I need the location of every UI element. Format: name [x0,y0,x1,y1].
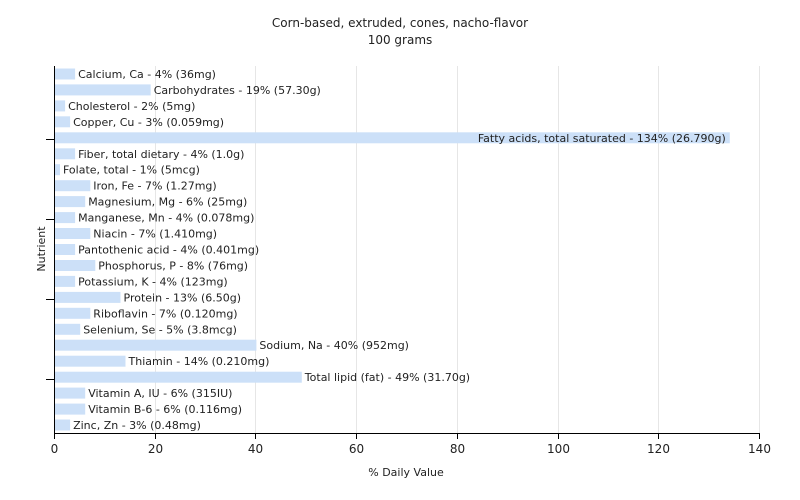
bar [55,403,86,415]
bar [55,180,91,192]
bars-group: Calcium, Ca - 4% (36mg) Carbohydrates - 1… [55,68,730,432]
x-tick-label: 0 [51,442,59,456]
grid-lines [155,66,760,433]
bar-label: Vitamin A, IU - 6% (315IU) [88,387,232,400]
bar [55,244,76,255]
bar-label: Sodium, Na - 40% (952mg) [259,339,409,352]
bar [55,260,96,271]
bar [55,323,81,335]
bar-label: Riboflavin - 7% (0.120mg) [93,307,237,320]
bar-label: Total lipid (fat) - 49% (31.70g) [304,371,470,384]
bar-label: Fatty acids, total saturated - 134% (26.… [478,132,726,145]
bar-label: Copper, Cu - 3% (0.059mg) [73,116,224,129]
bar [55,228,91,239]
bar [55,387,86,399]
axes-group: 0 20 40 60 80 100 120 140 [46,66,771,456]
bar [55,100,66,112]
bar-label: Thiamin - 14% (0.210mg) [128,355,270,368]
chart-subtitle: 100 grams [368,33,433,47]
x-tick-label: 100 [547,442,570,456]
bar-label: Potassium, K - 4% (123mg) [78,275,228,288]
bar-label: Magnesium, Mg - 6% (25mg) [88,196,247,209]
bar-label: Carbohydrates - 19% (57.30g) [154,84,321,97]
bar-label: Manganese, Mn - 4% (0.078mg) [78,212,254,225]
bar [55,419,71,431]
bar [55,116,71,128]
x-tick-label: 60 [349,442,364,456]
bar [55,339,257,351]
chart-title: Corn-based, extruded, cones, nacho-flavo… [272,16,528,30]
bar-label: Phosphorus, P - 8% (76mg) [98,260,248,273]
bar-label: Selenium, Se - 5% (3.8mcg) [83,323,237,336]
x-tick-label: 140 [748,442,771,456]
x-axis-label: % Daily Value [368,466,444,479]
bar-label: Zinc, Zn - 3% (0.48mg) [73,419,201,432]
bar [55,132,730,144]
bar-label: Fiber, total dietary - 4% (1.0g) [78,148,244,161]
bar [55,68,76,80]
x-tick-label: 40 [248,442,263,456]
bar [55,196,86,208]
bar-label: Vitamin B-6 - 6% (0.116mg) [88,403,242,416]
bar-label: Pantothenic acid - 4% (0.401mg) [78,244,259,257]
bar-label: Protein - 13% (6.50g) [124,291,242,304]
bar-label: Cholesterol - 2% (5mg) [68,100,195,113]
bar [55,275,76,287]
bar [55,291,121,303]
bar [55,371,302,383]
x-tick-label: 80 [450,442,465,456]
bar [55,164,60,176]
bar-label: Calcium, Ca - 4% (36mg) [78,68,216,81]
bar-label: Niacin - 7% (1.410mg) [93,228,217,241]
bar [55,212,76,224]
bar-label: Iron, Fe - 7% (1.27mg) [93,180,216,193]
bar [55,148,76,160]
x-tick-label: 120 [647,442,670,456]
bar-label: Folate, total - 1% (5mcg) [63,164,200,177]
x-tick-label: 20 [148,442,163,456]
bar [55,84,151,96]
y-axis-label: Nutrient [35,226,48,272]
bar [55,307,91,319]
bar [55,355,126,367]
